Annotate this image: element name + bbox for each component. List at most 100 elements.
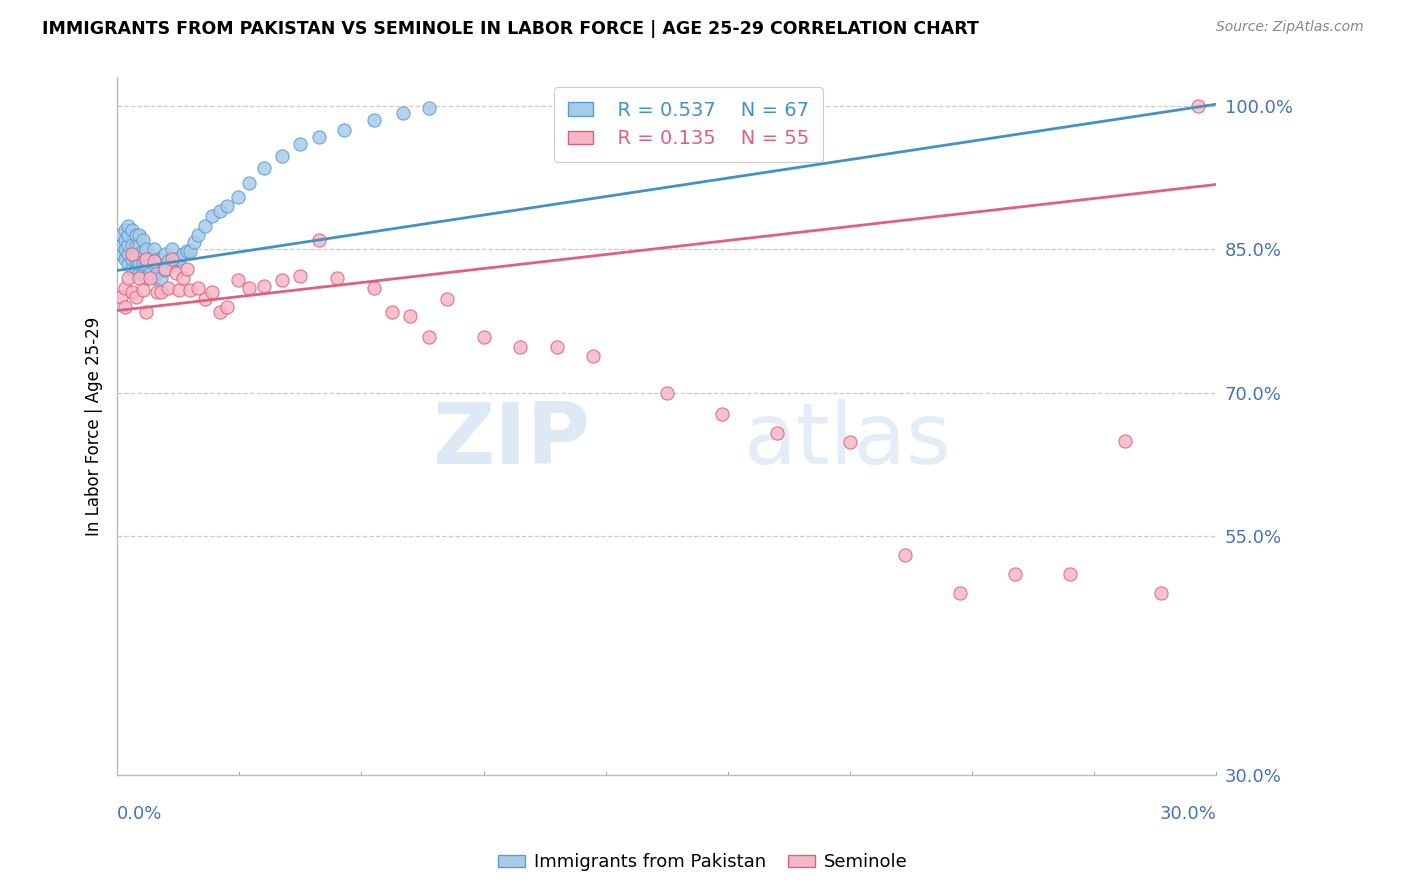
Point	[117, 271, 139, 285]
Point	[114, 300, 136, 314]
Point	[135, 271, 157, 285]
Point	[1004, 567, 1026, 582]
Point	[153, 263, 176, 277]
Point	[226, 273, 249, 287]
Point	[165, 252, 187, 266]
Point	[110, 247, 132, 261]
Point	[139, 271, 162, 285]
Point	[128, 271, 150, 285]
Point	[160, 252, 183, 266]
Point	[150, 271, 173, 285]
Text: IMMIGRANTS FROM PAKISTAN VS SEMINOLE IN LABOR FORCE | AGE 25-29 CORRELATION CHAR: IMMIGRANTS FROM PAKISTAN VS SEMINOLE IN …	[42, 20, 979, 37]
Point	[121, 247, 143, 261]
Point	[114, 223, 136, 237]
Point	[132, 244, 155, 259]
Point	[179, 244, 201, 259]
Point	[472, 330, 495, 344]
Point	[110, 290, 132, 304]
Point	[194, 292, 217, 306]
Point	[121, 223, 143, 237]
Point	[114, 243, 136, 257]
Point	[894, 548, 917, 562]
Point	[142, 243, 165, 257]
Point	[509, 340, 531, 354]
Point	[201, 285, 224, 300]
Point	[150, 252, 173, 266]
Point	[128, 237, 150, 252]
Point	[142, 271, 165, 285]
Point	[308, 233, 330, 247]
Point	[135, 257, 157, 271]
Text: Source: ZipAtlas.com: Source: ZipAtlas.com	[1216, 20, 1364, 34]
Point	[117, 257, 139, 271]
Point	[226, 190, 249, 204]
Point	[117, 247, 139, 261]
Y-axis label: In Labor Force | Age 25-29: In Labor Force | Age 25-29	[86, 317, 103, 536]
Legend: Immigrants from Pakistan, Seminole: Immigrants from Pakistan, Seminole	[491, 847, 915, 879]
Point	[271, 149, 294, 163]
Point	[128, 247, 150, 261]
Point	[124, 261, 146, 276]
Point	[117, 237, 139, 252]
Point	[160, 243, 183, 257]
Point	[139, 266, 162, 280]
Point	[117, 228, 139, 243]
Point	[135, 304, 157, 318]
Point	[169, 252, 191, 266]
Legend:   R = 0.537    N = 67,   R = 0.135    N = 55: R = 0.537 N = 67, R = 0.135 N = 55	[554, 87, 823, 162]
Point	[157, 280, 180, 294]
Point	[710, 407, 733, 421]
Point	[146, 252, 169, 266]
Text: 30.0%: 30.0%	[1160, 805, 1216, 823]
Point	[124, 228, 146, 243]
Point	[290, 269, 312, 284]
Point	[117, 219, 139, 233]
Point	[132, 283, 155, 297]
Point	[655, 385, 678, 400]
Point	[187, 280, 209, 294]
Point	[208, 204, 231, 219]
Point	[121, 237, 143, 252]
Point	[124, 237, 146, 252]
Point	[121, 261, 143, 276]
Point	[208, 304, 231, 318]
Point	[179, 283, 201, 297]
Point	[183, 235, 205, 249]
Point	[217, 300, 239, 314]
Point	[121, 252, 143, 266]
Point	[128, 257, 150, 271]
Point	[142, 253, 165, 268]
Point	[546, 340, 568, 354]
Point	[176, 244, 198, 259]
Point	[146, 285, 169, 300]
Point	[238, 176, 260, 190]
Point	[165, 266, 187, 280]
Point	[201, 209, 224, 223]
Point	[1150, 586, 1173, 600]
Point	[1114, 434, 1136, 448]
Point	[194, 219, 217, 233]
Text: ZIP: ZIP	[432, 399, 589, 482]
Point	[418, 101, 440, 115]
Point	[172, 247, 194, 261]
Point	[363, 280, 385, 294]
Point	[110, 237, 132, 252]
Point	[381, 304, 404, 318]
Point	[157, 253, 180, 268]
Point	[765, 425, 787, 440]
Point	[238, 280, 260, 294]
Point	[949, 586, 972, 600]
Point	[124, 290, 146, 304]
Point	[418, 330, 440, 344]
Point	[1187, 99, 1209, 113]
Point	[146, 266, 169, 280]
Point	[436, 292, 458, 306]
Point	[114, 280, 136, 294]
Point	[132, 257, 155, 271]
Text: atlas: atlas	[744, 399, 952, 482]
Point	[132, 266, 155, 280]
Point	[217, 199, 239, 213]
Point	[114, 233, 136, 247]
Point	[128, 266, 150, 280]
Point	[308, 129, 330, 144]
